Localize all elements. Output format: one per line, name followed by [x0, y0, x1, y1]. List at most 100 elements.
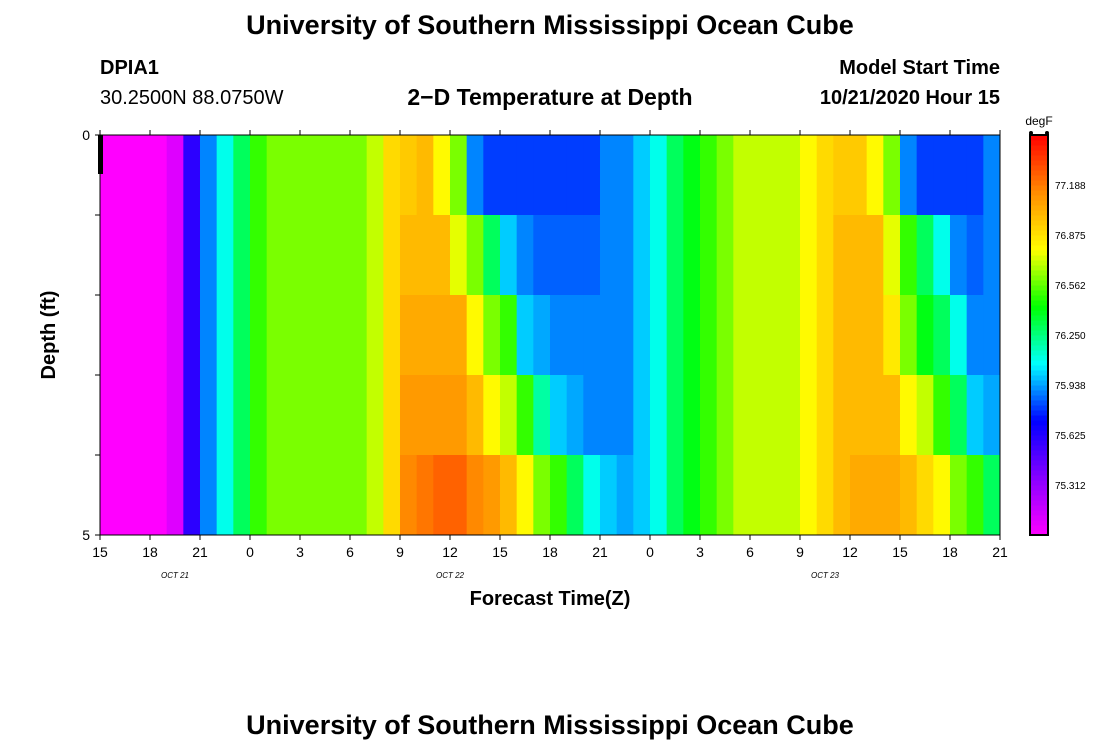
heat-cell	[616, 295, 634, 336]
heat-cell	[100, 135, 118, 176]
heat-cell	[350, 335, 368, 376]
heat-cell	[866, 495, 884, 536]
heat-cell	[166, 375, 184, 416]
heat-cell	[683, 335, 701, 376]
heat-cell	[866, 295, 884, 336]
colorbar-segment	[1030, 445, 1048, 451]
heat-cell	[216, 375, 234, 416]
heat-cell	[633, 135, 651, 176]
heat-cell	[350, 215, 368, 256]
heat-cell	[333, 455, 351, 496]
heat-cell	[266, 255, 284, 296]
heat-cell	[150, 375, 168, 416]
heat-cell	[766, 295, 784, 336]
colorbar-segment	[1030, 385, 1048, 391]
heat-cell	[266, 135, 284, 176]
heat-cell	[950, 215, 968, 256]
heat-cell	[366, 215, 384, 256]
heat-cell	[133, 295, 151, 336]
heat-cell	[216, 415, 234, 456]
x-tick-label: 6	[346, 544, 354, 560]
x-tick-label: 6	[746, 544, 754, 560]
heat-cell	[850, 135, 868, 176]
x-tick-label: 21	[192, 544, 208, 560]
heat-cell	[166, 455, 184, 496]
heat-cell	[516, 215, 534, 256]
heat-cell	[866, 455, 884, 496]
heat-cell	[650, 255, 668, 296]
heat-cell	[716, 495, 734, 536]
heat-cell	[716, 375, 734, 416]
colorbar-segment	[1030, 420, 1048, 426]
heat-cell	[200, 215, 218, 256]
colorbar-segment	[1030, 340, 1048, 346]
heat-cell	[833, 295, 851, 336]
heat-cell	[550, 135, 568, 176]
heat-cell	[750, 415, 768, 456]
heat-cell	[166, 335, 184, 376]
heat-cell	[500, 295, 518, 336]
colorbar-segment	[1030, 455, 1048, 461]
heat-cell	[466, 375, 484, 416]
heat-cell	[400, 295, 418, 336]
heat-cell	[633, 295, 651, 336]
colorbar-segment	[1030, 500, 1048, 506]
colorbar-segment	[1030, 450, 1048, 456]
heat-cell	[933, 455, 951, 496]
heat-cell	[716, 295, 734, 336]
x-axis-label: Forecast Time(Z)	[470, 588, 631, 610]
heat-cell	[266, 415, 284, 456]
heat-cell	[466, 255, 484, 296]
heat-cell	[150, 455, 168, 496]
heat-cell	[366, 175, 384, 216]
y-tick-label: 5	[82, 527, 90, 543]
colorbar	[1029, 131, 1049, 536]
heat-cell	[500, 175, 518, 216]
heat-cell	[766, 375, 784, 416]
heat-cell	[716, 215, 734, 256]
colorbar-segment	[1030, 335, 1048, 341]
heat-cell	[666, 455, 684, 496]
heat-cell	[800, 135, 818, 176]
heat-cell	[316, 135, 334, 176]
heat-cell	[966, 295, 984, 336]
heat-cell	[200, 415, 218, 456]
heat-cell	[566, 495, 584, 536]
heat-cell	[750, 495, 768, 536]
heat-cell	[516, 495, 534, 536]
heat-cell	[533, 455, 551, 496]
heat-cell	[250, 295, 268, 336]
colorbar-segment	[1030, 370, 1048, 376]
heat-cell	[850, 495, 868, 536]
colorbar-segment	[1030, 390, 1048, 396]
heat-cell	[716, 455, 734, 496]
heat-cell	[100, 455, 118, 496]
heat-cell	[283, 415, 301, 456]
heat-cell	[500, 415, 518, 456]
x-tick-label: 3	[696, 544, 704, 560]
heat-cell	[650, 215, 668, 256]
heat-cell	[650, 335, 668, 376]
heat-cell	[716, 415, 734, 456]
heat-cell	[133, 215, 151, 256]
heat-cell	[900, 175, 918, 216]
heat-cell	[766, 335, 784, 376]
heat-cell	[133, 175, 151, 216]
heat-cell	[816, 455, 834, 496]
heat-cell	[733, 255, 751, 296]
heat-cell	[566, 455, 584, 496]
heat-cell	[933, 335, 951, 376]
heat-cell	[166, 135, 184, 176]
colorbar-segment	[1030, 470, 1048, 476]
heat-cell	[516, 295, 534, 336]
heat-cell	[700, 175, 718, 216]
heat-cell	[300, 455, 318, 496]
heat-cell	[250, 215, 268, 256]
heat-cell	[283, 295, 301, 336]
model-start-label: Model Start Time	[839, 57, 1000, 79]
chart-subtitle: 2−D Temperature at Depth	[407, 84, 693, 110]
heat-cell	[583, 255, 601, 296]
colorbar-segment	[1030, 190, 1048, 196]
heat-cell	[900, 255, 918, 296]
heat-cell	[233, 135, 251, 176]
